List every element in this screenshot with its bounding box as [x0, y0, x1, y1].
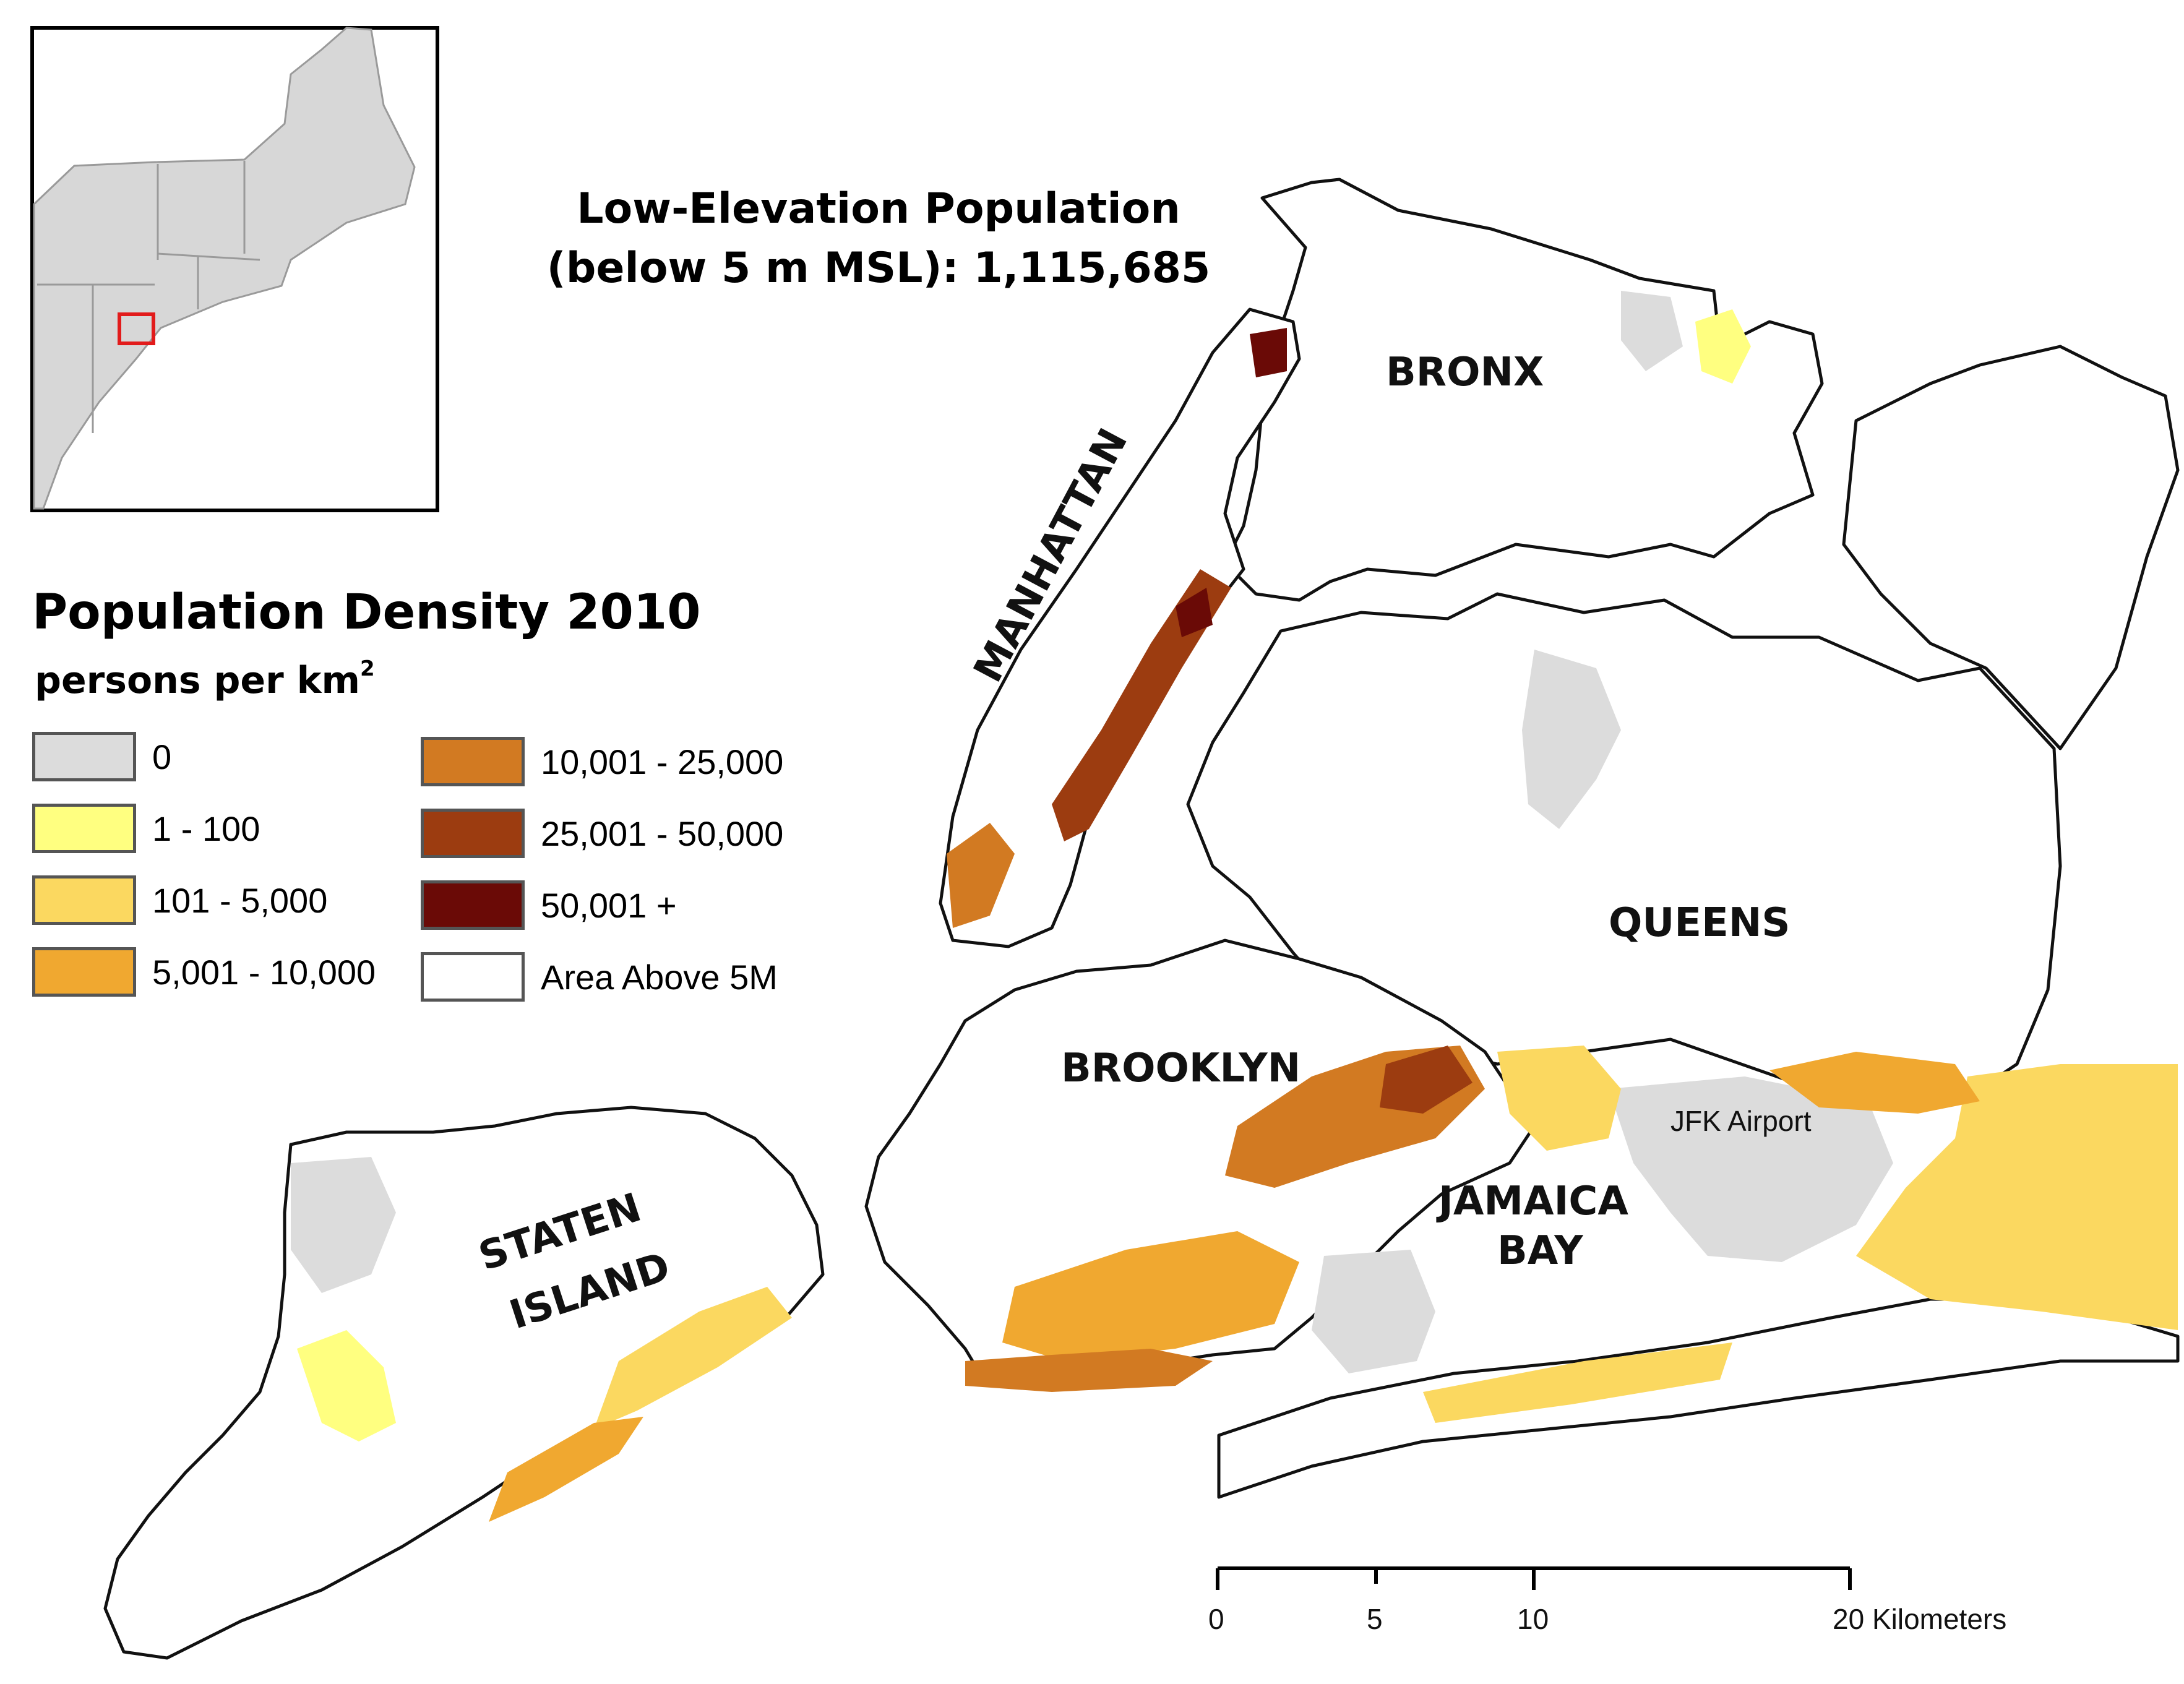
legend-label: Area Above 5M	[541, 957, 778, 997]
inset-land	[33, 27, 416, 510]
patch-grey-staten	[291, 1157, 396, 1293]
patch-orange-brooklyn-south	[1002, 1231, 1299, 1361]
legend-item-7: Area Above 5M	[421, 950, 778, 1003]
manhattan-outline	[939, 307, 1301, 948]
patch-dark-manhattan-mid	[1176, 588, 1213, 637]
legend-label: 5,001 - 10,000	[152, 952, 376, 992]
brooklyn-outline	[864, 939, 1536, 1381]
legend-swatch	[421, 952, 525, 1002]
inset-state-borders	[37, 161, 260, 433]
legend-item-6: 50,001 +	[421, 879, 677, 932]
legend-label: 25,001 - 50,000	[541, 814, 784, 853]
legend-item-4: 10,001 - 25,000	[421, 735, 783, 788]
patch-dark-manhattan-north	[1250, 328, 1287, 377]
patch-yellow-staten-east	[594, 1287, 792, 1429]
legend-item-1: 1 - 100	[32, 802, 260, 855]
patch-orange-queens-shore	[1769, 1052, 1980, 1114]
map-title-line1: Low-Elevation Population	[577, 184, 1180, 233]
patch-pale-staten	[297, 1330, 396, 1441]
patch-pale-bronx	[1695, 309, 1751, 384]
inset-nyc-highlight	[118, 312, 155, 345]
legend-swatch	[32, 947, 136, 997]
patch-grey-jfk	[1609, 1076, 1893, 1262]
patch-yellow-east-queens	[1856, 1064, 2178, 1330]
scale-label-0: 0	[1208, 1603, 1224, 1635]
legend-label: 101 - 5,000	[152, 880, 328, 920]
patch-grey-queens-north	[1522, 650, 1621, 829]
patch-rust-brooklyn	[1380, 1046, 1472, 1114]
legend-title: Population Density 2010	[32, 585, 701, 640]
legend-swatch	[421, 737, 525, 786]
legend-swatch	[32, 804, 136, 853]
map-title: Low-Elevation Population (below 5 m MSL)…	[507, 179, 1250, 298]
inset-map	[30, 26, 439, 512]
patch-rust-manhattan	[1052, 569, 1231, 841]
scale-bar	[1216, 1566, 1852, 1590]
patch-brown-manhattan	[947, 823, 1015, 928]
label-queens: QUEENS	[1609, 900, 1791, 946]
rockaway-outline	[1217, 1297, 2180, 1499]
legend-item-2: 101 - 5,000	[32, 874, 327, 927]
legend-item-0: 0	[32, 730, 171, 783]
legend-unit: persons per km	[35, 659, 361, 702]
patch-brown-coney	[965, 1349, 1213, 1392]
patch-orange-staten-southeast	[489, 1417, 643, 1522]
legend-label: 50,001 +	[541, 885, 677, 925]
patch-grey-jamaica-bay	[1312, 1250, 1435, 1373]
legend-swatch	[421, 880, 525, 930]
map-title-line2: (below 5 m MSL): 1,115,685	[546, 244, 1211, 293]
density-patches	[291, 291, 2178, 1522]
label-bronx: BRONX	[1386, 350, 1544, 395]
patch-yellow-rockaway	[1423, 1342, 1732, 1423]
staten-island-outline	[103, 1106, 825, 1660]
borough-outlines	[103, 178, 2180, 1660]
queens-east-outline	[1842, 345, 2180, 750]
legend-swatch	[32, 732, 136, 781]
legend-label: 1 - 100	[152, 809, 260, 848]
legend-swatch	[421, 809, 525, 858]
patch-grey-bronx	[1621, 291, 1683, 371]
label-jfk-airport: JFK Airport	[1670, 1105, 1812, 1137]
bronx-outline	[1223, 178, 1824, 602]
legend-label: 10,001 - 25,000	[541, 742, 784, 781]
label-brooklyn: BROOKLYN	[1061, 1046, 1301, 1091]
scale-label-20: 20 Kilometers	[1833, 1603, 2007, 1635]
label-jamaica-bay-2: BAY	[1497, 1228, 1583, 1274]
legend-item-5: 25,001 - 50,000	[421, 807, 783, 860]
legend-subtitle: persons per km2	[35, 656, 375, 702]
legend-unit-superscript: 2	[360, 656, 375, 681]
legend-label: 0	[152, 737, 172, 776]
scale-label-10: 10	[1517, 1603, 1549, 1635]
scale-label-5: 5	[1367, 1603, 1383, 1635]
legend-swatch	[32, 875, 136, 925]
patch-yellow-howard-beach	[1497, 1046, 1621, 1151]
label-jamaica-bay-1: JAMAICA	[1438, 1179, 1628, 1224]
legend-item-3: 5,001 - 10,000	[32, 945, 376, 999]
